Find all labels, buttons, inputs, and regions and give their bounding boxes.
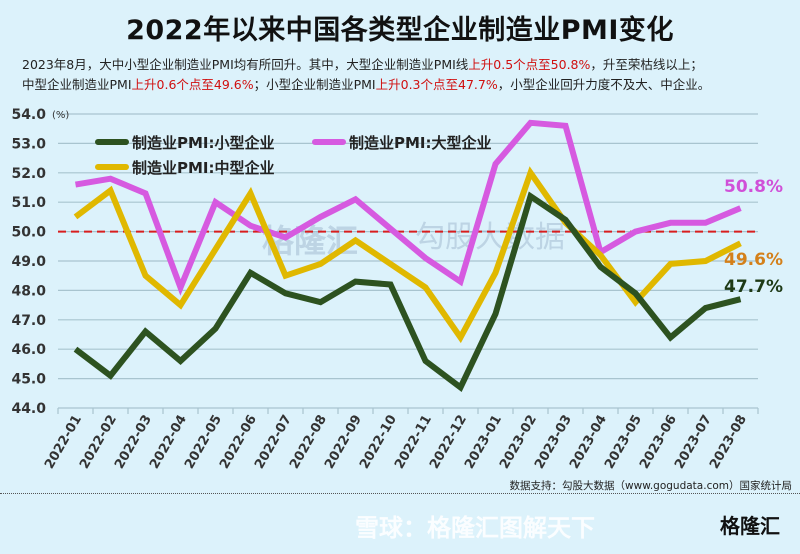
- y-tick-label: 50.0: [11, 225, 46, 241]
- y-tick-label: 54.0: [11, 107, 46, 123]
- y-tick-label: 51.0: [11, 195, 46, 211]
- series-line-1: [75, 119, 742, 296]
- source-note: 数据支持：勾股大数据（www.gogudata.com）国家统计局: [509, 480, 792, 492]
- y-tick-label: 52.0: [11, 166, 46, 182]
- subtitle-highlight: 上升0.5个点至50.8%: [468, 57, 591, 72]
- y-tick-label: 48.0: [11, 283, 46, 299]
- watermark-gogudata: 勾股大数据: [415, 220, 565, 255]
- subtitle-text: ，小型企业回升力度不及大、中企业。: [497, 77, 711, 92]
- series-line-0: [73, 191, 742, 393]
- subtitle-highlight: 上升0.3个点至47.7%: [375, 77, 498, 92]
- series-line-2: [73, 166, 742, 344]
- subtitle-highlight: 上升0.6个点至49.6%: [131, 77, 254, 92]
- legend-label: 制造业PMI:小型企业: [132, 134, 275, 152]
- end-label: 50.8%: [724, 177, 783, 197]
- chart-title: 2022年以来中国各类型企业制造业PMI变化: [126, 15, 674, 46]
- divider: [0, 493, 800, 494]
- subtitle-line-1: 2023年8月，大中小型企业制造业PMI均有所回升。其中，大型企业制造业PMI线…: [22, 54, 703, 73]
- legend-label: 制造业PMI:大型企业: [349, 134, 492, 152]
- y-tick-label: 53.0: [11, 136, 46, 152]
- logo: 格隆汇: [720, 514, 780, 538]
- legend-label: 制造业PMI:中型企业: [132, 159, 275, 177]
- y-tick-label: 45.0: [11, 372, 46, 388]
- y-tick-label: 44.0: [11, 401, 46, 417]
- subtitle-line-2: 中型企业制造业PMI上升0.6个点至49.6%；小型企业制造业PMI上升0.3个…: [22, 74, 710, 93]
- subtitle-text: 2023年8月，大中小型企业制造业PMI均有所回升。其中，大型企业制造业PMI线: [22, 57, 469, 72]
- y-tick-label: 46.0: [11, 342, 46, 358]
- subtitle-text: 中型企业制造业PMI: [22, 77, 132, 92]
- end-label: 47.7%: [724, 277, 783, 297]
- y-axis-unit: (%): [52, 110, 69, 121]
- y-tick-label: 49.0: [11, 254, 46, 270]
- subtitle-text: ；小型企业制造业PMI: [253, 77, 376, 92]
- watermark-bottom: 雪球：格隆汇图解天下: [355, 514, 595, 542]
- y-tick-label: 47.0: [11, 313, 46, 329]
- subtitle-text: ，升至荣枯线以上；: [590, 57, 703, 72]
- end-label: 49.6%: [724, 250, 783, 270]
